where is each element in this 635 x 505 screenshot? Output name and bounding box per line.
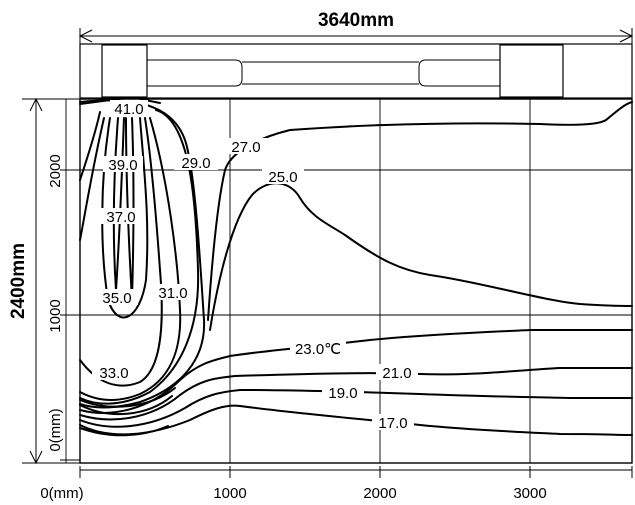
label-21: 21.0 — [382, 365, 411, 382]
label-37: 37.0 — [106, 209, 135, 226]
label-31: 31.0 — [158, 285, 187, 302]
height-dimension: 2400mm — [8, 97, 80, 465]
y-tick-0: 0(mm) — [47, 408, 64, 451]
label-25: 25.0 — [268, 169, 297, 186]
right-duct — [418, 59, 500, 87]
label-39: 39.0 — [108, 157, 137, 174]
isotherm-27-descent — [207, 169, 226, 321]
isotherm-17 — [79, 404, 633, 436]
isotherm-25 — [209, 182, 633, 331]
isotherm-29 — [79, 109, 200, 405]
label-41: 41.0 — [114, 101, 143, 118]
left-unit-box — [101, 44, 148, 98]
height-label: 2400mm — [8, 243, 29, 319]
isotherm-cold-c — [79, 425, 169, 437]
isotherm-31 — [79, 117, 182, 401]
room-section — [65, 98, 633, 464]
isotherm-cold-b — [79, 395, 173, 415]
y-tick-2000: 2000 — [47, 154, 64, 187]
isotherm-35 — [101, 117, 149, 319]
label-19: 19.0 — [328, 385, 357, 402]
x-tick-0: 0(mm) — [40, 485, 83, 502]
label-17: 17.0 — [378, 415, 407, 432]
y-tick-1000: 1000 — [47, 299, 64, 332]
left-duct — [147, 59, 243, 87]
isotherm-35b — [79, 117, 105, 241]
isotherm-27 — [79, 99, 633, 409]
isotherm-33b — [79, 117, 163, 387]
x-tick-2000: 2000 — [363, 485, 396, 502]
label-35: 35.0 — [102, 290, 131, 307]
isotherm-41b — [139, 98, 161, 104]
right-unit-box — [499, 44, 564, 98]
width-dimension: 3640mm — [78, 10, 634, 98]
isotherm-33 — [79, 111, 101, 181]
label-27: 27.0 — [231, 139, 260, 156]
ceiling-unit — [79, 43, 633, 99]
x-axis: 0(mm) 1000 2000 3000 — [40, 466, 633, 502]
width-label: 3640mm — [318, 10, 394, 31]
y-axis: 0(mm) 1000 2000 — [47, 154, 80, 461]
label-29: 29.0 — [181, 155, 210, 172]
isotherm-39 — [112, 117, 125, 291]
isotherm-cold-a — [79, 387, 176, 408]
isotherm-21 — [79, 366, 633, 421]
label-33: 33.0 — [99, 365, 128, 382]
label-23: 23.0℃ — [295, 341, 341, 358]
isotherm-label-group: 41.0 39.0 37.0 35.0 33.0 31.0 29.0 27.0 … — [92, 100, 418, 432]
x-tick-3000: 3000 — [513, 485, 546, 502]
x-tick-1000: 1000 — [213, 485, 246, 502]
